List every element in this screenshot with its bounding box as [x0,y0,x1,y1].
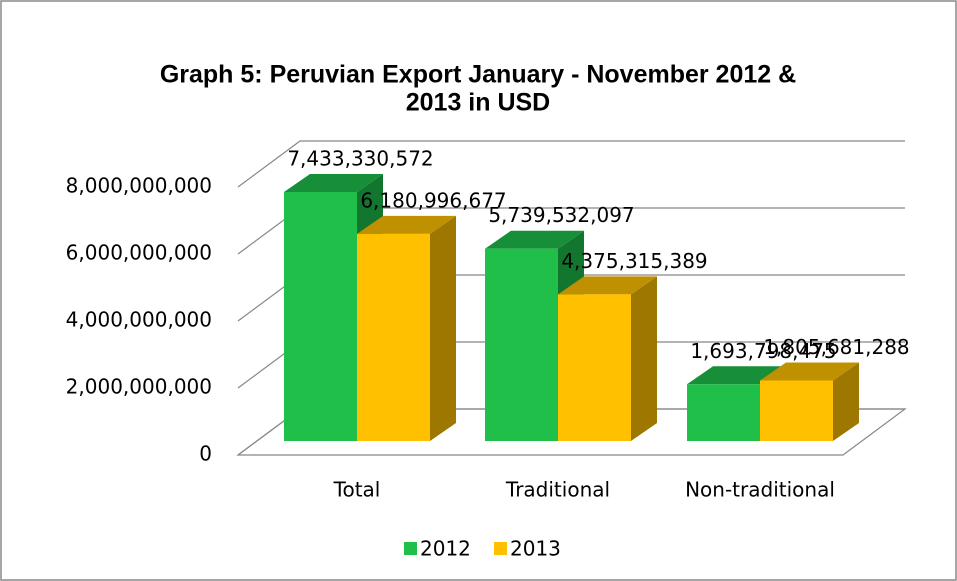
bar-face [687,384,760,441]
bar-face [485,230,584,249]
y-tick-label: 8,000,000,000 [66,174,212,198]
data-label: 4,375,315,389 [561,249,707,273]
legend-label: 2013 [510,537,561,561]
legend-swatch [404,542,417,555]
data-label: 1,805,681,288 [763,335,909,359]
bar [558,276,657,441]
bar-face [284,173,383,192]
data-label: 5,739,532,097 [488,203,634,227]
y-tick-label: 0 [199,442,212,466]
x-tick-label: Non-traditional [685,478,835,502]
bar-face [485,248,558,441]
bar [760,362,859,441]
y-tick-label: 4,000,000,000 [66,308,212,332]
grid-line [237,140,905,188]
bar-face [760,362,859,381]
x-tick-label: Traditional [505,478,610,502]
bar-face [357,215,456,234]
data-label: 6,180,996,677 [360,188,506,212]
y-tick-label: 6,000,000,000 [66,241,212,265]
legend-label: 2012 [420,537,471,561]
bar-face [357,233,430,441]
data-label: 1,693,798,475 [690,339,836,363]
x-tick-label: Total [333,478,381,502]
bar [357,215,456,441]
bar-face [833,362,859,441]
bar-face [558,294,631,441]
bar-face [631,276,657,441]
legend-swatch [494,542,507,555]
chart-title: Graph 5: Peruvian Export January - Novem… [160,61,796,89]
bar-face [760,380,833,441]
y-tick-label: 2,000,000,000 [66,375,212,399]
chart-title-line2: 2013 in USD [406,89,551,117]
bar-face [430,215,456,441]
bar-face [558,276,657,295]
bar-face [284,191,357,441]
data-label: 7,433,330,572 [287,146,433,170]
